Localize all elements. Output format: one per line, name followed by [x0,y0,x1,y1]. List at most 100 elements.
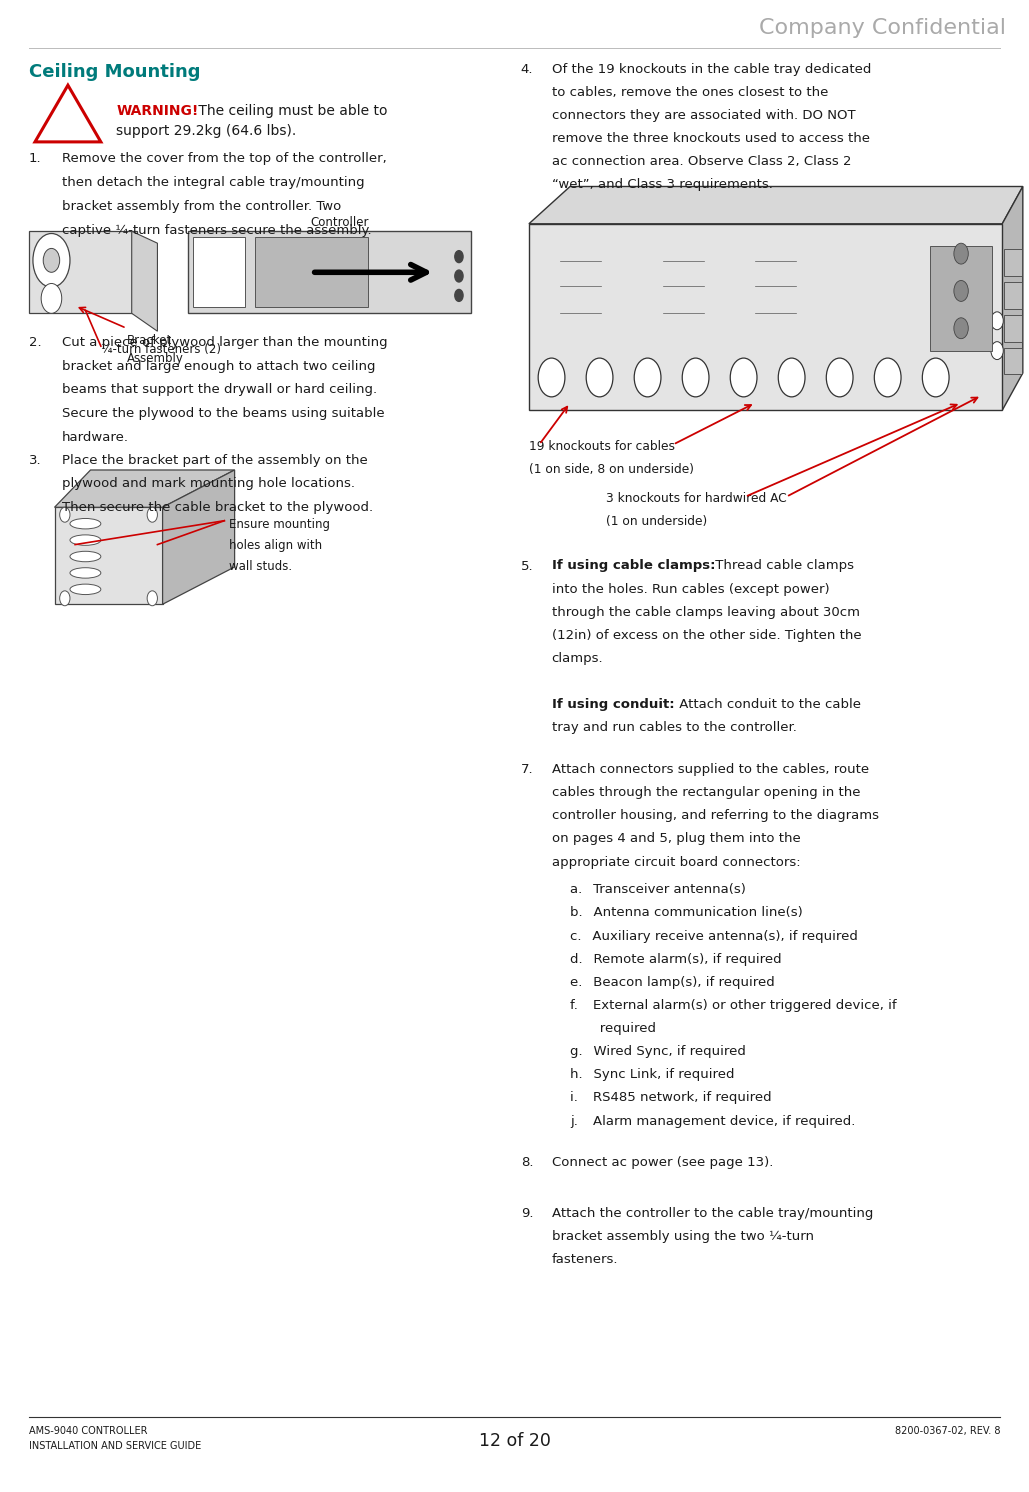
Text: 5.: 5. [521,560,533,573]
Text: support 29.2kg (64.6 lbs).: support 29.2kg (64.6 lbs). [116,124,296,137]
Circle shape [455,270,463,282]
Circle shape [954,243,968,264]
Text: captive ¼-turn fasteners secure the assembly.: captive ¼-turn fasteners secure the asse… [62,224,371,237]
Circle shape [954,280,968,301]
Text: remove the three knockouts used to access the: remove the three knockouts used to acces… [552,133,870,145]
Polygon shape [55,507,163,604]
Circle shape [147,507,157,522]
Text: through the cable clamps leaving about 30cm: through the cable clamps leaving about 3… [552,606,859,619]
Text: hardware.: hardware. [62,431,129,445]
Text: Place the bracket part of the assembly on the: Place the bracket part of the assembly o… [62,454,367,467]
Text: b.  Antenna communication line(s): b. Antenna communication line(s) [570,906,803,919]
Text: If using conduit:: If using conduit: [552,698,674,712]
Text: fasteners.: fasteners. [552,1253,618,1267]
Text: holes align with: holes align with [229,539,323,552]
Ellipse shape [70,585,101,594]
Polygon shape [529,224,1002,410]
Text: controller housing, and referring to the diagrams: controller housing, and referring to the… [552,809,879,822]
Text: Company Confidential: Company Confidential [759,18,1006,37]
Text: Then secure the cable bracket to the plywood.: Then secure the cable bracket to the ply… [62,501,372,515]
Circle shape [991,312,1003,330]
Text: h.  Sync Link, if required: h. Sync Link, if required [570,1068,735,1082]
Text: If using cable clamps:: If using cable clamps: [552,560,715,573]
FancyBboxPatch shape [1004,348,1022,374]
Circle shape [875,358,901,397]
Text: 8200-0367-02, REV. 8: 8200-0367-02, REV. 8 [894,1426,1000,1437]
Circle shape [731,358,757,397]
Text: i.   RS485 network, if required: i. RS485 network, if required [570,1092,772,1104]
Text: !: ! [64,91,72,109]
Text: 1.: 1. [29,152,41,166]
Text: (1 on underside): (1 on underside) [606,515,707,528]
Circle shape [60,591,70,606]
Text: to cables, remove the ones closest to the: to cables, remove the ones closest to th… [552,85,828,98]
Text: WARNING!: WARNING! [116,104,199,118]
Text: g.  Wired Sync, if required: g. Wired Sync, if required [570,1044,746,1058]
Text: ¼-turn fasteners (2): ¼-turn fasteners (2) [101,343,221,357]
Circle shape [33,233,70,286]
Text: “wet”, and Class 3 requirements.: “wet”, and Class 3 requirements. [552,179,773,191]
Polygon shape [55,470,235,507]
Text: then detach the integral cable tray/mounting: then detach the integral cable tray/moun… [62,176,364,189]
Text: (1 on side, 8 on underside): (1 on side, 8 on underside) [529,463,694,476]
Text: on pages 4 and 5, plug them into the: on pages 4 and 5, plug them into the [552,833,801,846]
Text: wall studs.: wall studs. [229,560,292,573]
Ellipse shape [70,567,101,577]
Circle shape [991,342,1003,360]
Text: Attach conduit to the cable: Attach conduit to the cable [675,698,861,712]
Text: INSTALLATION AND SERVICE GUIDE: INSTALLATION AND SERVICE GUIDE [29,1441,201,1452]
Text: Ensure mounting: Ensure mounting [229,518,330,531]
Polygon shape [29,231,137,313]
Circle shape [634,358,661,397]
Text: cables through the rectangular opening in the: cables through the rectangular opening i… [552,786,860,800]
Text: Connect ac power (see page 13).: Connect ac power (see page 13). [552,1156,773,1170]
Circle shape [682,358,709,397]
Text: Bracket: Bracket [127,334,172,348]
Text: e.  Beacon lamp(s), if required: e. Beacon lamp(s), if required [570,976,775,989]
Text: Attach connectors supplied to the cables, route: Attach connectors supplied to the cables… [552,762,868,776]
Text: d.  Remote alarm(s), if required: d. Remote alarm(s), if required [570,952,782,965]
Polygon shape [188,231,471,313]
Text: Remove the cover from the top of the controller,: Remove the cover from the top of the con… [62,152,387,166]
Text: connectors they are associated with. DO NOT: connectors they are associated with. DO … [552,109,855,122]
Text: Secure the plywood to the beams using suitable: Secure the plywood to the beams using su… [62,407,385,421]
Text: bracket assembly using the two ¼-turn: bracket assembly using the two ¼-turn [552,1229,814,1243]
Circle shape [778,358,805,397]
Circle shape [43,249,60,272]
Text: Thread cable clamps: Thread cable clamps [711,560,854,573]
Text: 19 knockouts for cables: 19 knockouts for cables [529,440,675,454]
Text: AMS-9040 CONTROLLER: AMS-9040 CONTROLLER [29,1426,147,1437]
Text: 3 knockouts for hardwired AC: 3 knockouts for hardwired AC [606,492,787,506]
Text: plywood and mark mounting hole locations.: plywood and mark mounting hole locations… [62,477,355,491]
Polygon shape [255,237,368,307]
Circle shape [538,358,565,397]
Text: into the holes. Run cables (except power): into the holes. Run cables (except power… [552,582,829,595]
Text: ac connection area. Observe Class 2, Class 2: ac connection area. Observe Class 2, Cla… [552,155,851,169]
Circle shape [922,358,949,397]
Ellipse shape [70,519,101,528]
Text: a.  Transceiver antenna(s): a. Transceiver antenna(s) [570,883,746,897]
Polygon shape [35,85,101,142]
Text: bracket assembly from the controller. Two: bracket assembly from the controller. Tw… [62,200,341,213]
Ellipse shape [70,534,101,545]
Circle shape [455,289,463,301]
Text: (12in) of excess on the other side. Tighten the: (12in) of excess on the other side. Tigh… [552,630,861,642]
Text: 12 of 20: 12 of 20 [478,1432,551,1450]
Text: Assembly: Assembly [127,352,183,366]
Text: clamps.: clamps. [552,652,603,665]
Text: 4.: 4. [521,63,533,76]
Text: Ceiling Mounting: Ceiling Mounting [29,63,201,81]
Text: 8.: 8. [521,1156,533,1170]
Circle shape [147,591,157,606]
Circle shape [455,251,463,263]
Text: Cut a piece of plywood larger than the mounting: Cut a piece of plywood larger than the m… [62,336,387,349]
Text: tray and run cables to the controller.: tray and run cables to the controller. [552,721,796,734]
Text: 2.: 2. [29,336,41,349]
FancyBboxPatch shape [1004,249,1022,276]
Text: beams that support the drywall or hard ceiling.: beams that support the drywall or hard c… [62,383,377,397]
Text: 7.: 7. [521,762,533,776]
Ellipse shape [70,551,101,561]
Polygon shape [1002,186,1023,410]
Text: Controller: Controller [311,216,368,230]
Circle shape [826,358,853,397]
